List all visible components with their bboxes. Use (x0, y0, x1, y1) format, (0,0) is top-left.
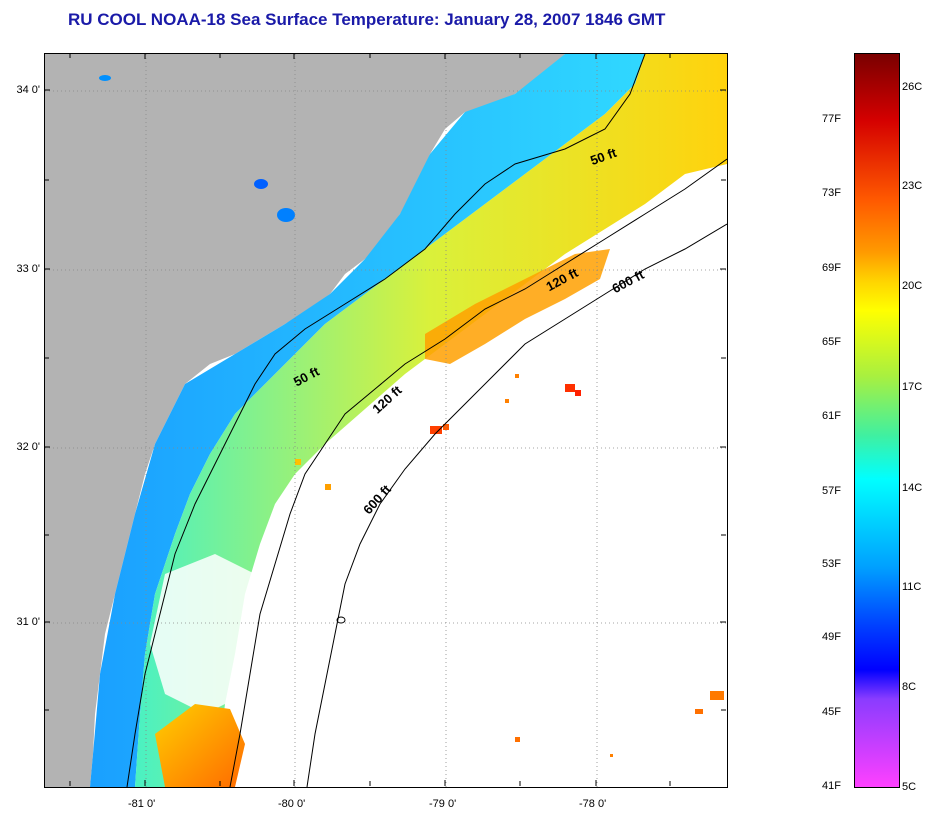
colorbar-c-label: 5C (902, 781, 917, 793)
land-mass (45, 54, 565, 787)
latitude-label: 31 0' (16, 616, 40, 628)
sst-shelf-edge (425, 249, 610, 364)
colorbar-c-label: 20C (902, 280, 923, 292)
colorbar-f-label: 65F (822, 336, 841, 348)
colorbar-c-label: 8C (902, 681, 917, 693)
sst-map-canvas (45, 54, 727, 787)
colorbar-f-label: 61F (822, 410, 841, 422)
contour-120ft (229, 158, 727, 787)
colorbar-c-label: 17C (902, 381, 923, 393)
colorbar-f-label: 69F (822, 262, 841, 274)
colorbar-f-label: 53F (822, 558, 841, 570)
longitude-label: -81 0' (128, 798, 156, 810)
sst-warm-south (155, 704, 245, 787)
contour-50ft (126, 54, 646, 787)
colorbar-c-label: 11C (902, 581, 922, 593)
longitude-label: -78 0' (579, 798, 607, 810)
sst-map: 50 ft 120 ft 600 ft 50 ft 120 ft 600 ft (44, 53, 728, 788)
bathymetry-contours (126, 54, 727, 787)
longitude-label: -80 0' (278, 798, 306, 810)
chart-title: RU COOL NOAA-18 Sea Surface Temperature:… (68, 10, 666, 29)
latitude-label: 33 0' (16, 263, 40, 275)
map-grid (45, 54, 727, 787)
longitude-label: -79 0' (429, 798, 457, 810)
sst-coastal-band (90, 54, 645, 787)
colorbar-f-label: 73F (822, 187, 841, 199)
colorbar-c-label: 26C (902, 81, 923, 93)
inland-lakes (99, 75, 295, 222)
colorbar-f-label: 49F (822, 631, 841, 643)
colorbar (854, 53, 900, 788)
cloud-mask-south (150, 554, 265, 714)
colorbar-c-label: 14C (902, 482, 923, 494)
colorbar-c-label: 23C (902, 180, 923, 192)
colorbar-f-label: 77F (822, 113, 841, 125)
sst-shelf-band (135, 54, 727, 787)
latitude-label: 32 0' (16, 441, 40, 453)
colorbar-f-label: 45F (822, 706, 841, 718)
cloud-mask-offshore (275, 164, 727, 787)
contour-600ft (306, 223, 727, 787)
colorbar-f-label: 41F (822, 780, 841, 792)
latitude-label: 34 0' (16, 84, 40, 96)
colorbar-f-label: 57F (822, 485, 841, 497)
